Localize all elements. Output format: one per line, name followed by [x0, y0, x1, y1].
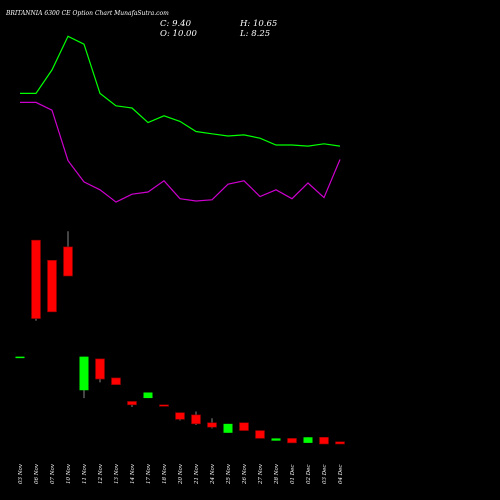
- candle-body: [319, 436, 329, 445]
- candle-21-nov: [191, 411, 201, 425]
- candle-27-nov: [255, 430, 265, 439]
- candle-24-nov: [207, 418, 217, 429]
- candle-body: [191, 414, 201, 425]
- candle-02-dec: [303, 437, 313, 443]
- x-tick-label: 21 Nov: [194, 463, 200, 485]
- candles: [15, 231, 345, 445]
- x-axis-labels: 03 Nov 06 Nov 07 Nov 10 Nov 11 Nov 12 Nov 13 N…: [18, 463, 344, 485]
- x-tick-label: 04 Dec: [338, 465, 344, 485]
- x-tick-label: 02 Dec: [306, 465, 312, 485]
- candle-body: [239, 422, 249, 431]
- x-tick-label: 01 Dec: [290, 465, 296, 485]
- candle-body: [127, 401, 137, 406]
- x-tick-label: 27 Nov: [258, 463, 264, 485]
- candle-body: [47, 260, 57, 313]
- x-tick-label: 03 Nov: [18, 463, 24, 484]
- x-tick-label: 17 Nov: [146, 463, 152, 484]
- candle-body: [335, 441, 345, 445]
- candle-04-dec: [335, 441, 345, 445]
- candle-body: [79, 356, 89, 391]
- candle-17-nov: [143, 392, 153, 399]
- candle-03-dec: [319, 436, 329, 445]
- candle-12-nov: [95, 358, 105, 383]
- x-tick-label: 10 Nov: [66, 463, 72, 484]
- x-tick-label: 07 Nov: [50, 463, 56, 484]
- indicator-line-1: [20, 35, 341, 147]
- candle-body: [271, 438, 281, 441]
- candle-body: [223, 423, 233, 433]
- x-tick-label: 06 Nov: [34, 463, 40, 484]
- chart-title: BRITANNIA 6300 CE Option Chart MunafaSut…: [5, 10, 169, 17]
- candle-11-nov: [79, 356, 89, 399]
- candle-13-nov: [111, 377, 121, 385]
- x-tick-label: 03 Dec: [322, 465, 328, 485]
- candle-03-nov: [15, 356, 25, 359]
- candle-14-nov: [127, 401, 137, 408]
- candle-body: [143, 392, 153, 399]
- x-tick-label: 12 Nov: [98, 463, 104, 484]
- x-tick-label: 24 Nov: [210, 463, 216, 485]
- candle-body: [159, 404, 169, 407]
- candle-body: [15, 356, 25, 359]
- candle-10-nov: [63, 231, 73, 277]
- low-value: L: 8.25: [239, 29, 270, 39]
- candle-18-nov: [159, 404, 169, 407]
- candle-body: [287, 438, 297, 444]
- candle-body: [111, 377, 121, 385]
- high-value: H: 10.65: [239, 19, 277, 29]
- x-tick-label: 11 Nov: [82, 463, 88, 484]
- close-value: C: 9.40: [160, 19, 192, 29]
- candle-body: [175, 412, 185, 420]
- candle-01-dec: [287, 438, 297, 444]
- x-tick-label: 26 Nov: [242, 463, 248, 485]
- candle-07-nov: [47, 260, 57, 313]
- candle-body: [63, 246, 73, 277]
- candle-body: [31, 239, 41, 319]
- candle-06-nov: [31, 239, 41, 321]
- indicator-lines: [20, 35, 341, 203]
- x-tick-label: 18 Nov: [162, 463, 168, 484]
- candle-28-nov: [271, 438, 281, 441]
- x-tick-label: 20 Nov: [178, 463, 184, 485]
- candle-body: [207, 422, 217, 428]
- candle-20-nov: [175, 412, 185, 421]
- open-value: O: 10.00: [160, 29, 197, 39]
- candle-body: [303, 437, 313, 443]
- x-tick-label: 13 Nov: [114, 463, 120, 484]
- candle-body: [95, 358, 105, 380]
- x-tick-label: 14 Nov: [130, 463, 136, 484]
- candle-26-nov: [239, 422, 249, 431]
- x-tick-label: 28 Nov: [274, 463, 280, 485]
- x-tick-label: 25 Nov: [226, 463, 232, 485]
- candle-25-nov: [223, 423, 233, 433]
- candle-body: [255, 430, 265, 439]
- indicator-line-2: [20, 101, 341, 203]
